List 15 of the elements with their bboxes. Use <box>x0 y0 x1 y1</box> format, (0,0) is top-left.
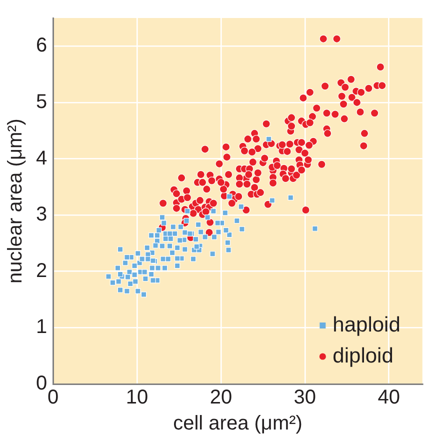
y-tick-label: 5 <box>36 90 48 113</box>
legend-label: haploid <box>332 313 400 336</box>
x-tick-label: 40 <box>378 386 400 409</box>
x-tick-label: 10 <box>126 386 148 409</box>
y-axis-title: nuclear area (μm²) <box>4 118 27 284</box>
y-tick-label: 4 <box>36 147 48 170</box>
y-tick-label: 6 <box>36 34 48 57</box>
x-tick-label: 20 <box>210 386 232 409</box>
x-axis-title: cell area (μm²) <box>173 412 302 435</box>
legend-label: diploid <box>332 344 394 368</box>
y-tick-label: 3 <box>36 204 48 226</box>
x-tick-label: 30 <box>294 386 316 409</box>
y-tick-label: 1 <box>36 316 48 338</box>
y-tick-label: 2 <box>36 260 48 282</box>
y-tick-label: 0 <box>36 372 48 395</box>
